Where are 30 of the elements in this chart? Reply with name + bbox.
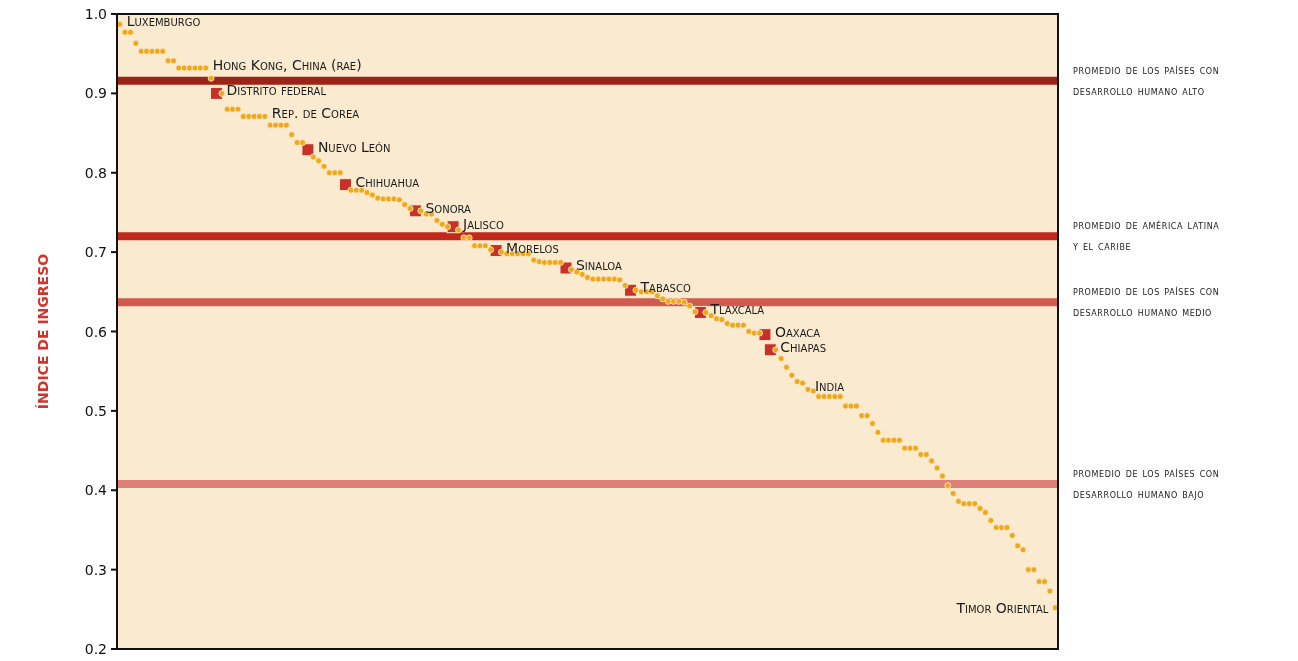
data-label: Rep. de Corea [271,105,360,122]
data-label: India [814,378,845,395]
y-tick-label: 0.8 [84,164,107,181]
y-axis-title: ÍNDICE DE INGRESO [35,253,51,410]
data-label: Tlaxcala [709,301,765,318]
y-tick-label: 0.9 [84,85,107,102]
data-label: Nuevo León [317,138,391,155]
data-label: Jalisco [462,215,504,232]
data-label: Chihuahua [355,173,420,190]
y-tick-label: 1.0 [84,6,107,22]
ref-line-label: promedio de los países con desarrollo humano alto [1073,62,1220,98]
data-label: Timor Oriental [955,599,1049,616]
data-label: Sinaloa [575,257,623,273]
data-label: Morelos [506,239,559,256]
y-tick-label: 0.7 [84,244,107,261]
ref-line-label: promedio de los países con desarrollo humano medio [1073,284,1220,320]
y-tick-label: 0.5 [84,402,107,419]
y-tick-label: 0.3 [84,561,107,578]
data-label: Hong Kong, China (rae) [212,56,362,73]
data-label: Chiapas [780,338,826,355]
ref-line-label: promedio de los países con desarrollo humano bajo [1073,465,1220,501]
data-label: Tabasco [639,279,691,296]
data-label: Luxemburgo [126,13,201,30]
y-tick-label: 0.2 [84,641,107,657]
data-label: Distrito federal [226,82,327,99]
y-tick-label: 0.4 [84,482,108,499]
y-tick-label: 0.6 [84,323,108,340]
data-label: Oaxaca [774,323,821,340]
ref-line-label: promedio de américa latina y el caribe [1072,218,1220,254]
data-label: Sonora [425,199,472,216]
